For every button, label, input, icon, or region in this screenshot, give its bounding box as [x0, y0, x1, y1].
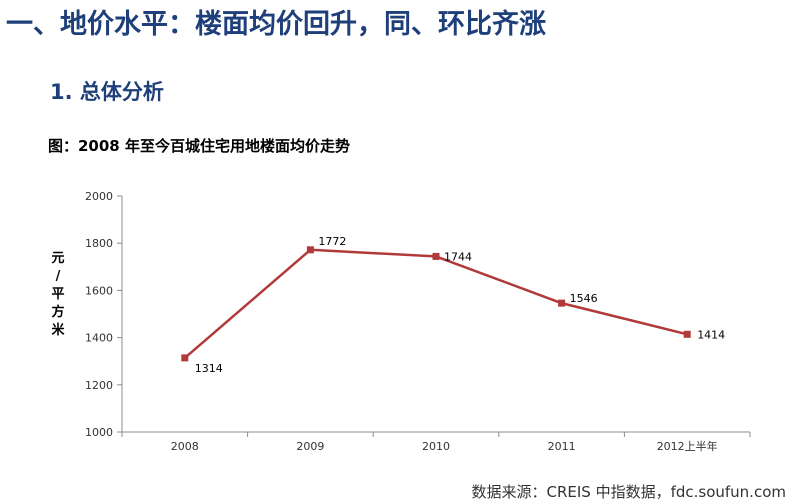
y-tick-label: 1800	[85, 237, 113, 250]
data-label: 1546	[570, 292, 598, 305]
data-label: 1414	[697, 328, 725, 341]
data-label: 1314	[195, 362, 223, 375]
y-tick-label: 1600	[85, 284, 113, 297]
y-tick-label: 2000	[85, 190, 113, 203]
data-label: 1772	[318, 235, 346, 248]
x-tick-label: 2008	[171, 440, 199, 453]
y-axis-label-char: 米	[51, 322, 65, 338]
x-axis: 2008 2009 2010 2011 2012上半年	[121, 431, 751, 453]
y-tick-label: 1000	[85, 426, 113, 439]
data-point-marker	[181, 354, 189, 362]
data-point-marker	[306, 246, 314, 254]
chart-caption: 图：2008 年至今百城住宅用地楼面均价走势	[48, 137, 350, 155]
y-axis-label: 元 / 平方米	[51, 251, 65, 338]
x-tick-label: 2012上半年	[657, 439, 718, 453]
y-tick-label: 1400	[85, 332, 113, 345]
series-line	[183, 248, 688, 359]
x-tick-label: 2009	[296, 440, 324, 453]
page-heading: 一、地价水平：楼面均价回升，同、环比齐涨	[6, 9, 546, 40]
y-tick-label: 1200	[85, 379, 113, 392]
data-point-marker	[683, 330, 691, 338]
section-subheading: 1. 总体分析	[50, 80, 164, 104]
x-tick-label: 2010	[422, 440, 450, 453]
y-axis: 1000 1200 1400 1600 1800 2000	[85, 190, 123, 439]
data-point-marker	[432, 252, 440, 260]
y-axis-label-char: 平	[51, 287, 64, 302]
data-label: 1744	[444, 250, 472, 263]
data-source-note: 数据来源：CREIS 中指数据，fdc.soufun.com	[471, 483, 786, 501]
data-point-marker	[558, 299, 566, 307]
x-tick-label: 2011	[548, 440, 576, 453]
y-axis-label-char: 元	[51, 251, 64, 266]
data-labels: 1314 1772 1744 1546 1414	[195, 235, 725, 375]
series-line-group	[181, 246, 691, 362]
y-axis-label-char: /	[56, 269, 61, 284]
y-axis-label-char: 方	[51, 304, 64, 320]
